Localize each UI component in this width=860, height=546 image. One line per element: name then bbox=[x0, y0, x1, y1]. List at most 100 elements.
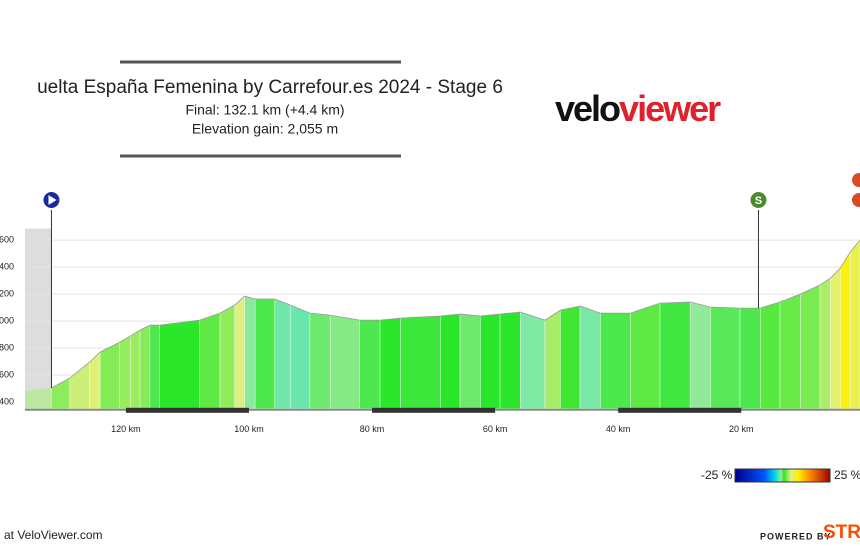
profile-segment bbox=[244, 295, 256, 409]
profile-segment bbox=[819, 277, 831, 409]
scale-cell bbox=[799, 469, 801, 482]
profile-segment bbox=[840, 251, 851, 409]
scale-cell bbox=[789, 469, 791, 482]
scale-cell bbox=[797, 469, 799, 482]
scale-cell bbox=[738, 469, 740, 482]
scale-cell bbox=[828, 469, 830, 482]
scale-cell bbox=[736, 469, 738, 482]
y-tick-label: 600 bbox=[0, 234, 14, 244]
scale-cell bbox=[827, 469, 829, 482]
scale-cell bbox=[781, 469, 783, 482]
profile-segment bbox=[159, 319, 200, 409]
profile-segment bbox=[659, 301, 691, 409]
scale-cell bbox=[792, 469, 794, 482]
profile-segment bbox=[800, 284, 821, 409]
scale-cell bbox=[741, 469, 743, 482]
scale-cell bbox=[825, 469, 827, 482]
scale-cell bbox=[758, 469, 760, 482]
scale-cell bbox=[817, 469, 819, 482]
scale-cell bbox=[822, 469, 824, 482]
scale-cell bbox=[794, 469, 796, 482]
scale-cell bbox=[760, 469, 762, 482]
profile-segment bbox=[760, 301, 781, 409]
scale-cell bbox=[756, 469, 758, 482]
scale-cell bbox=[757, 469, 759, 482]
profile-segment bbox=[149, 324, 160, 409]
start-icon bbox=[48, 195, 57, 205]
y-tick-label: 400 bbox=[0, 396, 14, 406]
scale-cell bbox=[746, 469, 748, 482]
pre-start-profile bbox=[25, 388, 52, 409]
scale-cell bbox=[748, 469, 750, 482]
finish-marker bbox=[850, 191, 860, 209]
x-band bbox=[125, 407, 249, 413]
pre-start bbox=[25, 228, 52, 409]
profile-segment bbox=[309, 312, 331, 409]
profile-segment bbox=[544, 309, 561, 409]
profile-segment bbox=[600, 312, 631, 409]
x-band bbox=[618, 407, 742, 413]
profile-outline bbox=[51, 239, 860, 389]
profile-segment bbox=[219, 304, 236, 409]
scale-cell bbox=[809, 469, 811, 482]
scale-cell bbox=[802, 469, 804, 482]
x-band bbox=[372, 407, 496, 413]
scale-cell bbox=[761, 469, 763, 482]
x-tick-label: 20 km bbox=[729, 424, 754, 434]
y-tick-label: 800 bbox=[0, 342, 14, 352]
scale-cell bbox=[811, 469, 813, 482]
subtitle: Elevation gain: 2,055 m bbox=[192, 121, 338, 137]
scale-cell bbox=[778, 469, 780, 482]
profile-segment bbox=[359, 319, 381, 409]
scale-cell bbox=[753, 469, 755, 482]
scale-cell bbox=[810, 469, 812, 482]
scale-cell bbox=[773, 469, 775, 482]
scale-cell bbox=[818, 469, 820, 482]
profile-segment bbox=[830, 267, 841, 409]
scale-cell bbox=[790, 469, 792, 482]
profile-segment bbox=[199, 312, 221, 409]
scale-min-label: -25 % bbox=[701, 468, 733, 482]
profile-segment bbox=[560, 305, 581, 409]
scale-cell bbox=[770, 469, 772, 482]
profile-segment bbox=[739, 307, 761, 409]
scale-cell bbox=[793, 469, 795, 482]
scale-cell bbox=[805, 469, 807, 482]
scale-cell bbox=[815, 469, 817, 482]
profile-segment bbox=[139, 324, 151, 409]
logo-part: viewer bbox=[619, 88, 721, 129]
scale-cell bbox=[784, 469, 786, 482]
x-tick-label: 40 km bbox=[606, 424, 631, 434]
scale-cell bbox=[807, 469, 809, 482]
scale-cell bbox=[754, 469, 756, 482]
scale-cell bbox=[795, 469, 797, 482]
profile-segment bbox=[290, 304, 311, 409]
scale-cell bbox=[769, 469, 771, 482]
scale-cell bbox=[808, 469, 810, 482]
plot: 400 600 800 000 200 400 600 120 km 100 km 80 km 60… bbox=[0, 190, 860, 434]
y-tick-label: 000 bbox=[0, 315, 14, 325]
scale-cell bbox=[796, 469, 798, 482]
logo: veloviewer bbox=[555, 88, 721, 129]
scale-cell bbox=[771, 469, 773, 482]
scale-max-label: 25 % bbox=[834, 468, 860, 482]
finish-marker bbox=[850, 171, 860, 189]
x-tick-label: 100 km bbox=[234, 424, 264, 434]
scale-cell bbox=[762, 469, 764, 482]
profile-segment bbox=[400, 315, 441, 409]
scale-cell bbox=[744, 469, 746, 482]
scale-cell bbox=[791, 469, 793, 482]
scale-cell bbox=[812, 469, 814, 482]
powered-by: POWERED BY bbox=[760, 531, 832, 541]
x-tick-label: 120 km bbox=[111, 424, 141, 434]
scale-cell bbox=[823, 469, 825, 482]
profile-segment bbox=[689, 301, 711, 409]
scale-cell bbox=[777, 469, 779, 482]
x-tick-label: 80 km bbox=[360, 424, 385, 434]
scale-cell bbox=[749, 469, 751, 482]
profile-segment bbox=[520, 311, 546, 409]
scale-cell bbox=[806, 469, 808, 482]
scale-cell bbox=[745, 469, 747, 482]
scale-cell bbox=[772, 469, 774, 482]
scale-cell bbox=[739, 469, 741, 482]
